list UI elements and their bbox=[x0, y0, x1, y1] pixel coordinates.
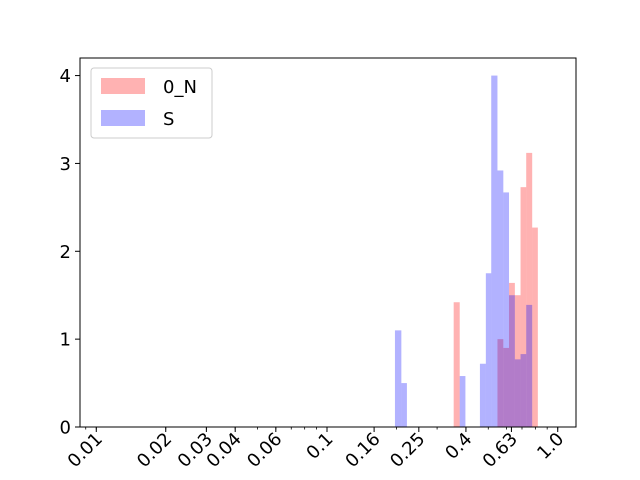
legend: 0_N S bbox=[90, 67, 213, 139]
bar-S-9 bbox=[514, 359, 521, 427]
bar-S-3 bbox=[479, 363, 486, 427]
bar-0_N-4 bbox=[514, 295, 521, 427]
bar-S-0 bbox=[394, 330, 402, 427]
bar-S-1 bbox=[401, 383, 407, 427]
bar-S-11 bbox=[526, 304, 533, 427]
y-tick-label: 3 bbox=[60, 154, 71, 175]
bar-0_N-6 bbox=[526, 152, 533, 427]
legend-label-0_N: 0_N bbox=[163, 77, 197, 98]
x-tick-label: 0.63 bbox=[479, 429, 522, 472]
y-tick-label: 4 bbox=[60, 66, 71, 87]
x-tick-label: 0.06 bbox=[243, 429, 286, 472]
y-tick-label: 2 bbox=[60, 242, 71, 263]
bar-0_N-1 bbox=[497, 339, 504, 427]
bar-S-4 bbox=[485, 273, 492, 427]
bars-layer bbox=[394, 75, 538, 427]
x-tick-label: 0.4 bbox=[441, 429, 476, 464]
bar-0_N-5 bbox=[520, 187, 527, 427]
bar-S-5 bbox=[491, 75, 498, 427]
y-tick-label: 0 bbox=[60, 418, 71, 439]
x-tick-label: 0.16 bbox=[341, 429, 384, 472]
x-tick-label: 0.02 bbox=[133, 429, 176, 472]
x-axis: 0.01 0.020.030.040.06 0.1 0.16 0.25 0.4 0.63 1.… bbox=[64, 427, 568, 472]
x-tick-label: 0.25 bbox=[386, 429, 429, 472]
bar-S-6 bbox=[497, 170, 504, 427]
legend-frame bbox=[90, 67, 213, 139]
bar-S-2 bbox=[459, 376, 466, 427]
legend-swatch-0_N bbox=[101, 78, 145, 94]
bar-S-8 bbox=[509, 295, 515, 427]
x-tick-label: 0.1 bbox=[302, 429, 337, 464]
x-tick-label: 1.0 bbox=[533, 429, 568, 464]
y-axis: 0 1 2 3 4 bbox=[60, 66, 80, 439]
plot-frame bbox=[79, 57, 577, 428]
bar-S-10 bbox=[520, 354, 527, 427]
bar-0_N-0 bbox=[453, 302, 460, 427]
bar-S-7 bbox=[503, 192, 510, 427]
bar-0_N-7 bbox=[532, 227, 538, 427]
x-tick-label: 0.04 bbox=[203, 429, 246, 472]
legend-label-S: S bbox=[163, 109, 174, 130]
bar-0_N-2 bbox=[503, 347, 510, 427]
legend-swatch-S bbox=[101, 110, 145, 126]
y-tick-label: 1 bbox=[60, 330, 71, 351]
bar-0_N-3 bbox=[509, 282, 515, 427]
